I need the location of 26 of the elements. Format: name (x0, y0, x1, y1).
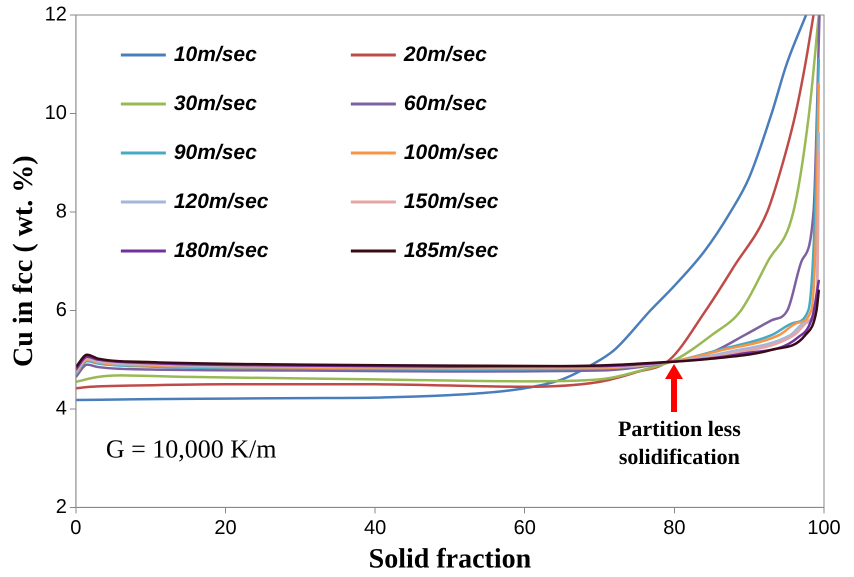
y-axis-title: Cu in fcc ( wt. %) (8, 155, 40, 367)
y-tick-label: 4 (56, 397, 67, 420)
y-tick-label: 2 (56, 496, 67, 518)
legend-label: 120m/sec (174, 190, 269, 213)
legend-label: 100m/sec (404, 140, 499, 164)
annotation: Partition less solidification (618, 416, 742, 470)
x-tick-label: 80 (663, 516, 686, 539)
x-tick-label: 20 (214, 516, 237, 539)
legend-label: 30m/sec (174, 92, 258, 115)
legend-label: 185m/sec (404, 238, 499, 262)
x-tick-label: 100 (807, 516, 841, 539)
x-tick-label: 60 (514, 516, 536, 539)
y-tick-label: 6 (56, 298, 67, 321)
annotation: G = 10,000 K/m (106, 434, 277, 464)
legend-label: 180m/sec (174, 238, 269, 262)
legend-label: 90m/sec (174, 140, 258, 164)
y-tick-label: 8 (56, 200, 67, 222)
x-tick-label: 0 (70, 516, 82, 539)
legend-label: 10m/sec (174, 42, 258, 66)
y-tick-label: 12 (44, 4, 67, 26)
x-axis-title: Solid fraction (368, 543, 532, 574)
legend-label: 60m/sec (404, 92, 488, 115)
y-tick-label: 10 (44, 102, 67, 124)
legend-label: 150m/sec (404, 190, 499, 213)
x-tick-label: 40 (364, 516, 386, 539)
legend-label: 20m/sec (402, 42, 488, 66)
